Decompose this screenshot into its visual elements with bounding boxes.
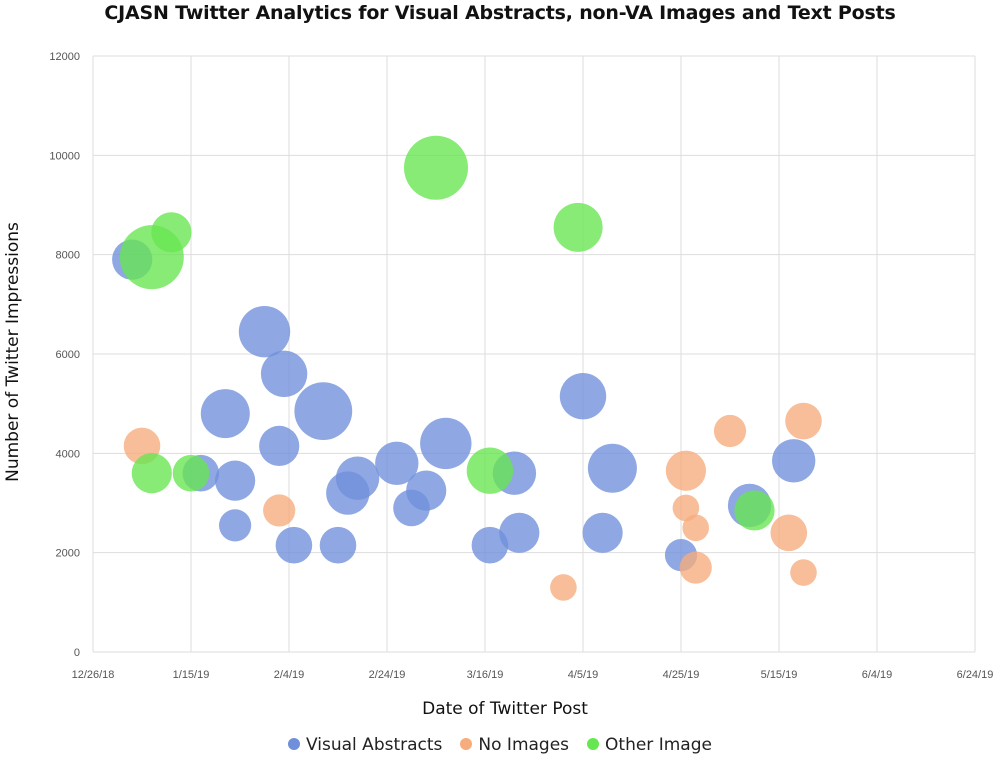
bubble-visual-abstracts: [200, 389, 250, 439]
bubble-visual-abstracts: [294, 382, 353, 441]
x-tick-label: 12/26/18: [72, 669, 115, 681]
y-tick-labels: 0 2000 4000 6000 8000 10000 12000: [49, 51, 80, 659]
x-tick-label: 6/4/19: [862, 669, 893, 681]
bubble-visual-abstracts: [319, 526, 357, 564]
bubble-no-images: [785, 402, 822, 440]
x-tick-labels: 12/26/18 1/15/19 2/4/19 2/24/19 3/16/19 4/5/1…: [72, 669, 994, 681]
x-tick-label: 3/16/19: [467, 669, 504, 681]
bubble-other-image: [553, 202, 603, 252]
bubble-visual-abstracts: [335, 456, 380, 500]
bubble-other-image: [131, 453, 172, 494]
gridlines: [92, 55, 976, 653]
legend-item-other-image: Other Image: [587, 735, 712, 755]
bubble-other-image: [172, 454, 210, 492]
x-tick-label: 6/24/19: [957, 669, 994, 681]
bubble-visual-abstracts: [420, 417, 472, 470]
bubble-visual-abstracts: [375, 441, 419, 485]
y-tick-label: 4000: [56, 448, 80, 460]
bubble-other-image: [466, 447, 514, 494]
bubble-no-images: [672, 494, 700, 522]
bubble-visual-abstracts: [215, 460, 256, 501]
bubbles: [112, 135, 822, 601]
bubble-visual-abstracts: [260, 350, 308, 398]
bubble-visual-abstracts: [259, 425, 300, 466]
legend-marker: [288, 738, 301, 750]
chart-title: CJASN Twitter Analytics for Visual Abstr…: [104, 2, 896, 24]
bubble-no-images: [263, 494, 296, 527]
x-tick-label: 2/24/19: [369, 669, 406, 681]
y-tick-label: 0: [74, 647, 80, 659]
x-tick-label: 1/15/19: [173, 669, 210, 681]
legend-label: Visual Abstracts: [306, 735, 443, 755]
bubble-other-image: [404, 135, 468, 200]
bubble-visual-abstracts: [772, 439, 816, 483]
legend-item-no-images: No Images: [460, 735, 569, 755]
bubble-no-images: [665, 450, 707, 491]
legend-label: Other Image: [605, 735, 712, 755]
bubble-visual-abstracts: [499, 512, 540, 553]
y-tick-label: 12000: [49, 51, 80, 63]
legend-item-visual-abstracts: Visual Abstracts: [288, 735, 442, 755]
bubble-no-images: [682, 514, 709, 542]
y-axis-title: Number of Twitter Impressions: [3, 222, 23, 482]
bubble-other-image: [151, 212, 192, 253]
bubble-visual-abstracts: [275, 526, 313, 564]
legend-marker: [460, 738, 473, 750]
bubble-no-images: [679, 551, 712, 584]
x-tick-label: 2/4/19: [274, 669, 305, 681]
y-tick-label: 8000: [56, 250, 80, 262]
x-tick-label: 5/15/19: [761, 669, 798, 681]
bubble-visual-abstracts: [406, 470, 447, 511]
legend-label: No Images: [478, 735, 570, 755]
legend-marker: [587, 738, 600, 750]
y-tick-label: 10000: [49, 150, 80, 162]
bubble-visual-abstracts: [219, 509, 252, 542]
x-tick-label: 4/5/19: [568, 669, 599, 681]
legend: Visual Abstracts No Images Other Image: [0, 735, 1000, 755]
bubble-other-image: [734, 490, 775, 531]
bubble-visual-abstracts: [582, 512, 623, 553]
bubble-no-images: [550, 574, 577, 601]
bubble-visual-abstracts: [559, 373, 607, 420]
x-axis-title: Date of Twitter Post: [422, 699, 588, 719]
bubble-no-images: [713, 414, 747, 448]
bubble-no-images: [790, 559, 817, 586]
bubble-visual-abstracts: [471, 526, 509, 564]
bubble-visual-abstracts: [587, 443, 637, 493]
x-tick-label: 4/25/19: [663, 669, 700, 681]
y-tick-label: 2000: [56, 548, 80, 560]
bubble-no-images: [770, 514, 808, 552]
y-tick-label: 6000: [56, 349, 80, 361]
bubble-visual-abstracts: [238, 305, 291, 358]
